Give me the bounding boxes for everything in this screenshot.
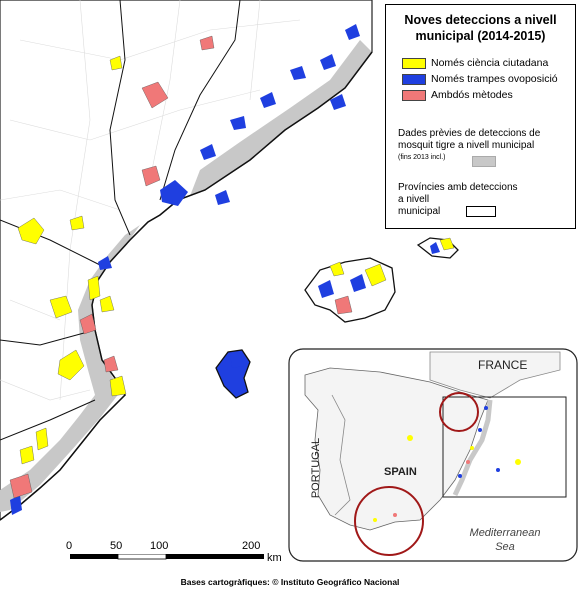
inset-label-portugal: PORTUGAL — [310, 437, 322, 499]
inset-map — [288, 348, 578, 562]
swatch-traps — [402, 74, 426, 85]
scale-tick-0: 0 — [66, 540, 73, 552]
inset-extent-box — [442, 396, 567, 498]
legend-title-line2: municipal (2014-2015) — [415, 29, 546, 43]
scale-tick-200: 200 — [242, 540, 261, 552]
legend-title: Noves deteccions a nivell municipal (201… — [386, 12, 575, 44]
previous-detections-area — [190, 40, 372, 196]
legend-previous-note: (fins 2013 incl.) — [398, 154, 446, 161]
inset-france — [429, 351, 561, 399]
swatch-provinces — [466, 206, 496, 217]
municipal-boundaries — [0, 0, 301, 401]
inset-label-sea: Mediterranean Sea — [455, 526, 555, 554]
inset-label-france: FRANCE — [478, 358, 528, 372]
scale-bar: 0 50 100 200 km — [62, 540, 292, 570]
swatch-previous — [472, 156, 496, 167]
scale-tick-100: 100 — [150, 540, 169, 552]
scale-tick-50: 50 — [110, 540, 123, 552]
swatch-both — [402, 90, 426, 101]
traps-detections — [10, 24, 440, 515]
inset-label-spain: SPAIN — [384, 466, 417, 478]
sea-line1: Mediterranean — [469, 527, 541, 539]
attribution: Bases cartogràfiques: © Instituto Geográ… — [180, 577, 400, 587]
legend-provinces: Províncies amb deteccions a nivell munic… — [398, 182, 574, 218]
both-methods-detections — [9, 35, 353, 499]
legend-provinces-line2: a nivell — [398, 194, 430, 205]
legend-provinces-line3: municipal — [398, 206, 441, 217]
legend-title-line1: Noves deteccions a nivell — [404, 13, 557, 27]
inset-iberia — [304, 367, 489, 531]
legend-item-citizen: Només ciència ciutadana — [431, 57, 549, 69]
inset-circle-andalusia — [354, 486, 424, 556]
legend-provinces-line1: Províncies amb deteccions — [398, 182, 518, 193]
inset-coast-detections — [452, 399, 493, 497]
legend-previous-line1: Dades prèvies de deteccions de — [398, 128, 541, 139]
sea-line2: Sea — [495, 541, 515, 553]
scale-bar-graphic — [70, 554, 264, 560]
inset-detection-dots — [373, 406, 521, 522]
legend-item-traps: Només trampes ovoposició — [431, 73, 558, 85]
swatch-citizen — [402, 58, 426, 69]
province-borders — [0, 0, 241, 441]
legend-box: Noves deteccions a nivell municipal (201… — [385, 4, 576, 229]
legend-item-both: Ambdós mètodes — [431, 89, 513, 101]
legend-previous-line2: mosquit tigre a nivell municipal — [398, 140, 535, 151]
inset-circle-catalonia — [439, 392, 479, 432]
scale-unit: km — [267, 552, 282, 564]
citizen-detections — [17, 55, 455, 465]
legend-previous: Dades prèvies de deteccions de mosquit t… — [398, 128, 574, 164]
inset-portugal-border — [331, 394, 351, 516]
